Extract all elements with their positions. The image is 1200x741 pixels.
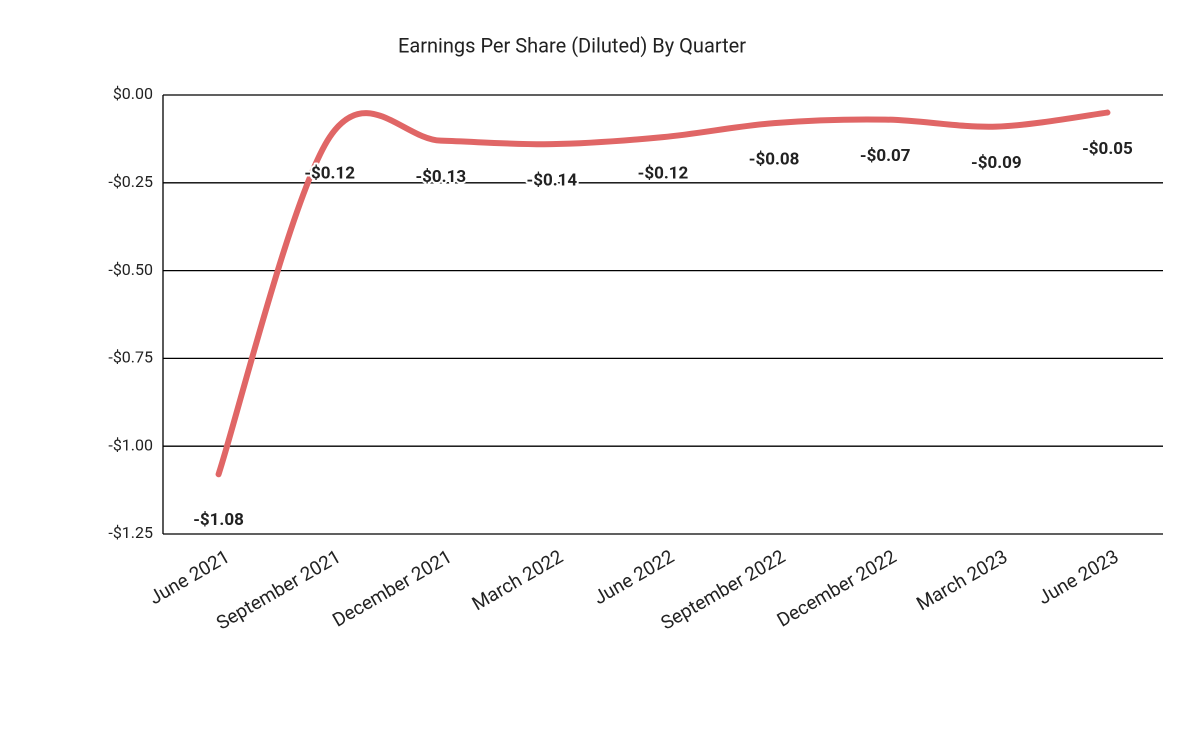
value-label: -$1.08 xyxy=(193,510,244,530)
x-tick-label: September 2022 xyxy=(657,545,789,635)
y-tick-label: -$0.25 xyxy=(108,172,153,191)
value-label: -$0.09 xyxy=(971,153,1022,173)
x-tick-label: June 2023 xyxy=(1034,545,1123,609)
x-tick-label: March 2022 xyxy=(468,545,567,615)
value-label: -$0.13 xyxy=(415,167,466,187)
x-tick-label: December 2021 xyxy=(328,545,455,632)
x-tick-label: December 2022 xyxy=(773,545,900,632)
value-label: -$0.12 xyxy=(304,164,355,184)
chart-title: Earnings Per Share (Diluted) By Quarter xyxy=(398,33,746,57)
value-label: -$0.12 xyxy=(638,164,689,184)
y-tick-label: -$0.75 xyxy=(108,348,153,367)
value-label: -$0.14 xyxy=(527,171,578,191)
y-tick-label: -$1.00 xyxy=(108,435,153,454)
line xyxy=(215,109,1111,478)
value-label: -$0.08 xyxy=(749,150,800,170)
y-tick-label: -$1.25 xyxy=(108,523,153,542)
value-label: -$0.07 xyxy=(860,146,911,166)
x-tick-label: September 2021 xyxy=(212,545,344,635)
x-tick-label: March 2023 xyxy=(912,545,1011,615)
y-tick-label: $0.00 xyxy=(113,84,153,103)
y-tick-label: -$0.50 xyxy=(108,260,153,279)
value-label: -$0.05 xyxy=(1082,139,1133,159)
x-tick-label: June 2022 xyxy=(589,545,678,609)
x-tick-label: June 2021 xyxy=(145,545,234,609)
